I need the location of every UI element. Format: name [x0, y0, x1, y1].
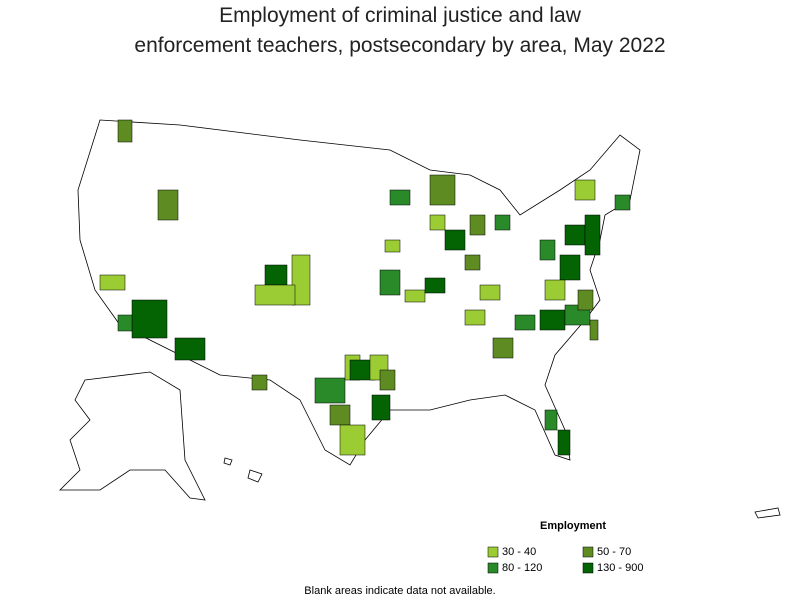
- map-area: [389, 189, 411, 206]
- legend-label: 80 - 120: [502, 562, 542, 574]
- hawaii: [223, 457, 233, 466]
- map-area: [131, 299, 168, 339]
- map-area: [539, 239, 556, 261]
- map-area: [589, 319, 599, 341]
- map-area: [544, 279, 566, 301]
- map-area: [577, 289, 594, 311]
- map-area: [291, 254, 311, 306]
- map-area: [584, 214, 601, 256]
- legend-label: 30 - 40: [502, 546, 536, 558]
- map-area: [614, 194, 631, 211]
- legend-swatch: [582, 562, 594, 574]
- map-area: [429, 214, 446, 231]
- map-area: [444, 229, 466, 251]
- legend-swatch: [582, 546, 594, 558]
- title-line: enforcement teachers, postsecondary by a…: [134, 34, 665, 57]
- map-area: [564, 224, 586, 246]
- map-area: [464, 309, 486, 326]
- map-area: [117, 119, 133, 143]
- map-area: [379, 369, 396, 391]
- map-area: [539, 309, 566, 331]
- puerto-rico: [754, 507, 781, 519]
- map-area: [574, 179, 596, 201]
- map-area: [469, 214, 486, 236]
- map-area: [157, 189, 179, 221]
- map-area: [117, 314, 133, 332]
- legend-title: Employment: [540, 520, 606, 532]
- legend-swatch: [487, 546, 499, 558]
- map-area: [174, 337, 206, 361]
- map-area: [384, 239, 401, 253]
- title-line: Employment of criminal justice and law: [219, 4, 582, 27]
- legend-label: 50 - 70: [597, 546, 631, 558]
- legend: 30 - 40 50 - 70 80 - 120 130 - 900: [487, 546, 643, 574]
- map-area: [99, 274, 126, 291]
- map-area: [329, 404, 351, 426]
- map-area: [339, 424, 366, 456]
- map-areas: [99, 119, 631, 456]
- alaska: [59, 371, 206, 501]
- map-area: [559, 254, 581, 281]
- map-area: [479, 284, 501, 301]
- map-area: [544, 409, 558, 431]
- map-area: [264, 264, 288, 286]
- map-area: [254, 284, 296, 306]
- map-area: [429, 174, 456, 206]
- map-area: [514, 314, 536, 331]
- us-outline: [59, 119, 781, 519]
- map-area: [424, 277, 446, 294]
- map-area: [314, 377, 346, 404]
- map-area: [557, 429, 571, 456]
- legend-swatch: [487, 562, 499, 574]
- map-area: [464, 254, 481, 271]
- map-area: [492, 337, 514, 359]
- map-area: [404, 289, 426, 303]
- footnote: Blank areas indicate data not available.: [304, 585, 495, 597]
- map-area: [494, 214, 511, 231]
- hawaii: [247, 469, 263, 483]
- map-area: [251, 374, 268, 391]
- map-area: [371, 394, 391, 421]
- contiguous-us: [77, 119, 641, 466]
- map-area: [379, 269, 401, 296]
- legend-label: 130 - 900: [597, 562, 643, 574]
